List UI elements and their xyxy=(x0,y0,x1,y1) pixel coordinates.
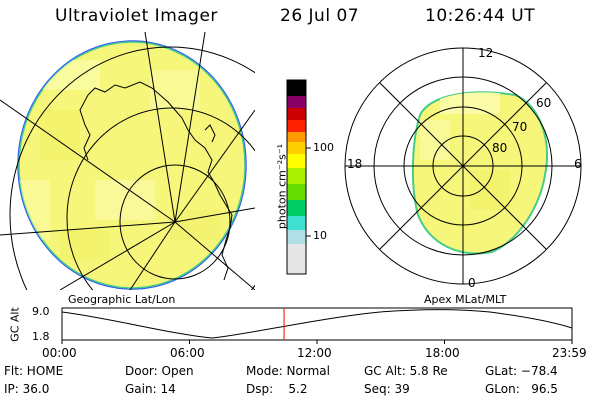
altitude-curve xyxy=(61,309,573,339)
mlat-label-70: 70 xyxy=(512,120,528,134)
door-status: Door: Open xyxy=(125,364,194,378)
colorbar xyxy=(286,79,311,275)
altitude-tick-high: 9.0 xyxy=(32,305,50,318)
earth-limb xyxy=(17,40,247,290)
mlt-label-12: 12 xyxy=(478,46,494,60)
left-panel-caption: Geographic Lat/Lon xyxy=(68,293,176,306)
gain-value: Gain: 14 xyxy=(125,382,176,396)
time-tick-2359: 23:59 xyxy=(552,346,587,360)
mlt-label-0: 0 xyxy=(468,276,476,290)
mlat-label-80: 80 xyxy=(492,141,508,155)
ip-value: IP: 36.0 xyxy=(4,382,50,396)
altitude-axis-label: GC Alt xyxy=(8,307,22,342)
colorbar-tick-100: 100 xyxy=(313,141,334,154)
time-tick-1800: 18:00 xyxy=(425,346,460,360)
altitude-plot xyxy=(61,307,573,344)
time-tick-0600: 06:00 xyxy=(170,346,205,360)
flight-mode: Flt: HOME xyxy=(4,364,64,378)
date-label: 26 Jul 07 xyxy=(280,6,360,26)
mlt-label-6: 6 xyxy=(574,157,582,171)
geo-longitude: GLon: 96.5 xyxy=(485,382,558,396)
mode-status: Mode: Normal xyxy=(246,364,330,378)
right-panel-caption: Apex MLat/MLT xyxy=(424,293,507,306)
time-tick-0000: 00:00 xyxy=(42,346,77,360)
colorbar-tick-10: 10 xyxy=(313,229,327,242)
mlat-label-60: 60 xyxy=(536,96,552,110)
dsp-value: Dsp: 5.2 xyxy=(246,382,308,396)
instrument-title: Ultraviolet Imager xyxy=(55,6,218,26)
geographic-image xyxy=(0,32,255,290)
latitude-circles xyxy=(9,46,255,290)
polar-plot xyxy=(344,47,582,285)
coastline xyxy=(79,81,233,281)
altitude-tick-low: 1.8 xyxy=(32,330,50,343)
gc-altitude: GC Alt: 5.8 Re xyxy=(364,364,448,378)
sequence-number: Seq: 39 xyxy=(364,382,410,396)
mlt-label-18: 18 xyxy=(347,157,363,171)
geo-latitude: GLat: −78.4 xyxy=(485,364,558,378)
polar-grid xyxy=(344,47,582,285)
meridian-lines xyxy=(0,32,255,290)
colorbar-unit-label: photon cm⁻²s⁻¹ xyxy=(275,143,289,230)
time-label: 10:26:44 UT xyxy=(425,6,536,26)
time-tick-1200: 12:00 xyxy=(297,346,332,360)
